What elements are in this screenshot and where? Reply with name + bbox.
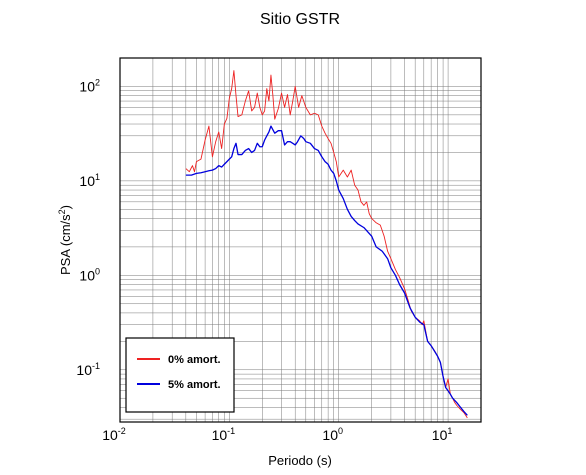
tick-labels: 10-2 10-1 100 101 10-1 100 101 102 xyxy=(76,77,452,443)
x-tick-label: 10-2 xyxy=(102,426,126,443)
y-tick-label: 100 xyxy=(79,266,100,283)
x-axis-label: Periodo (s) xyxy=(268,453,332,468)
chart-title: Sitio GSTR xyxy=(260,11,340,28)
y-tick-label: 101 xyxy=(79,172,100,189)
legend: 0% amort. 5% amort. xyxy=(125,337,235,413)
x-tick-label: 100 xyxy=(322,426,343,443)
y-tick-label: 10-1 xyxy=(76,361,100,378)
legend-label-0pct: 0% amort. xyxy=(168,354,221,366)
plot-frame xyxy=(119,57,482,423)
x-tick-label: 10-1 xyxy=(212,426,236,443)
y-tick-label: 102 xyxy=(79,77,100,94)
x-tick-label: 101 xyxy=(432,426,453,443)
legend-label-5pct: 5% amort. xyxy=(168,379,221,391)
series-group xyxy=(185,70,468,419)
legend-box xyxy=(125,337,235,413)
grid xyxy=(119,57,482,422)
series-line-5pct xyxy=(185,125,468,416)
series-line-0pct xyxy=(185,70,468,419)
y-axis-label: PSA (cm/s2) xyxy=(57,205,73,275)
